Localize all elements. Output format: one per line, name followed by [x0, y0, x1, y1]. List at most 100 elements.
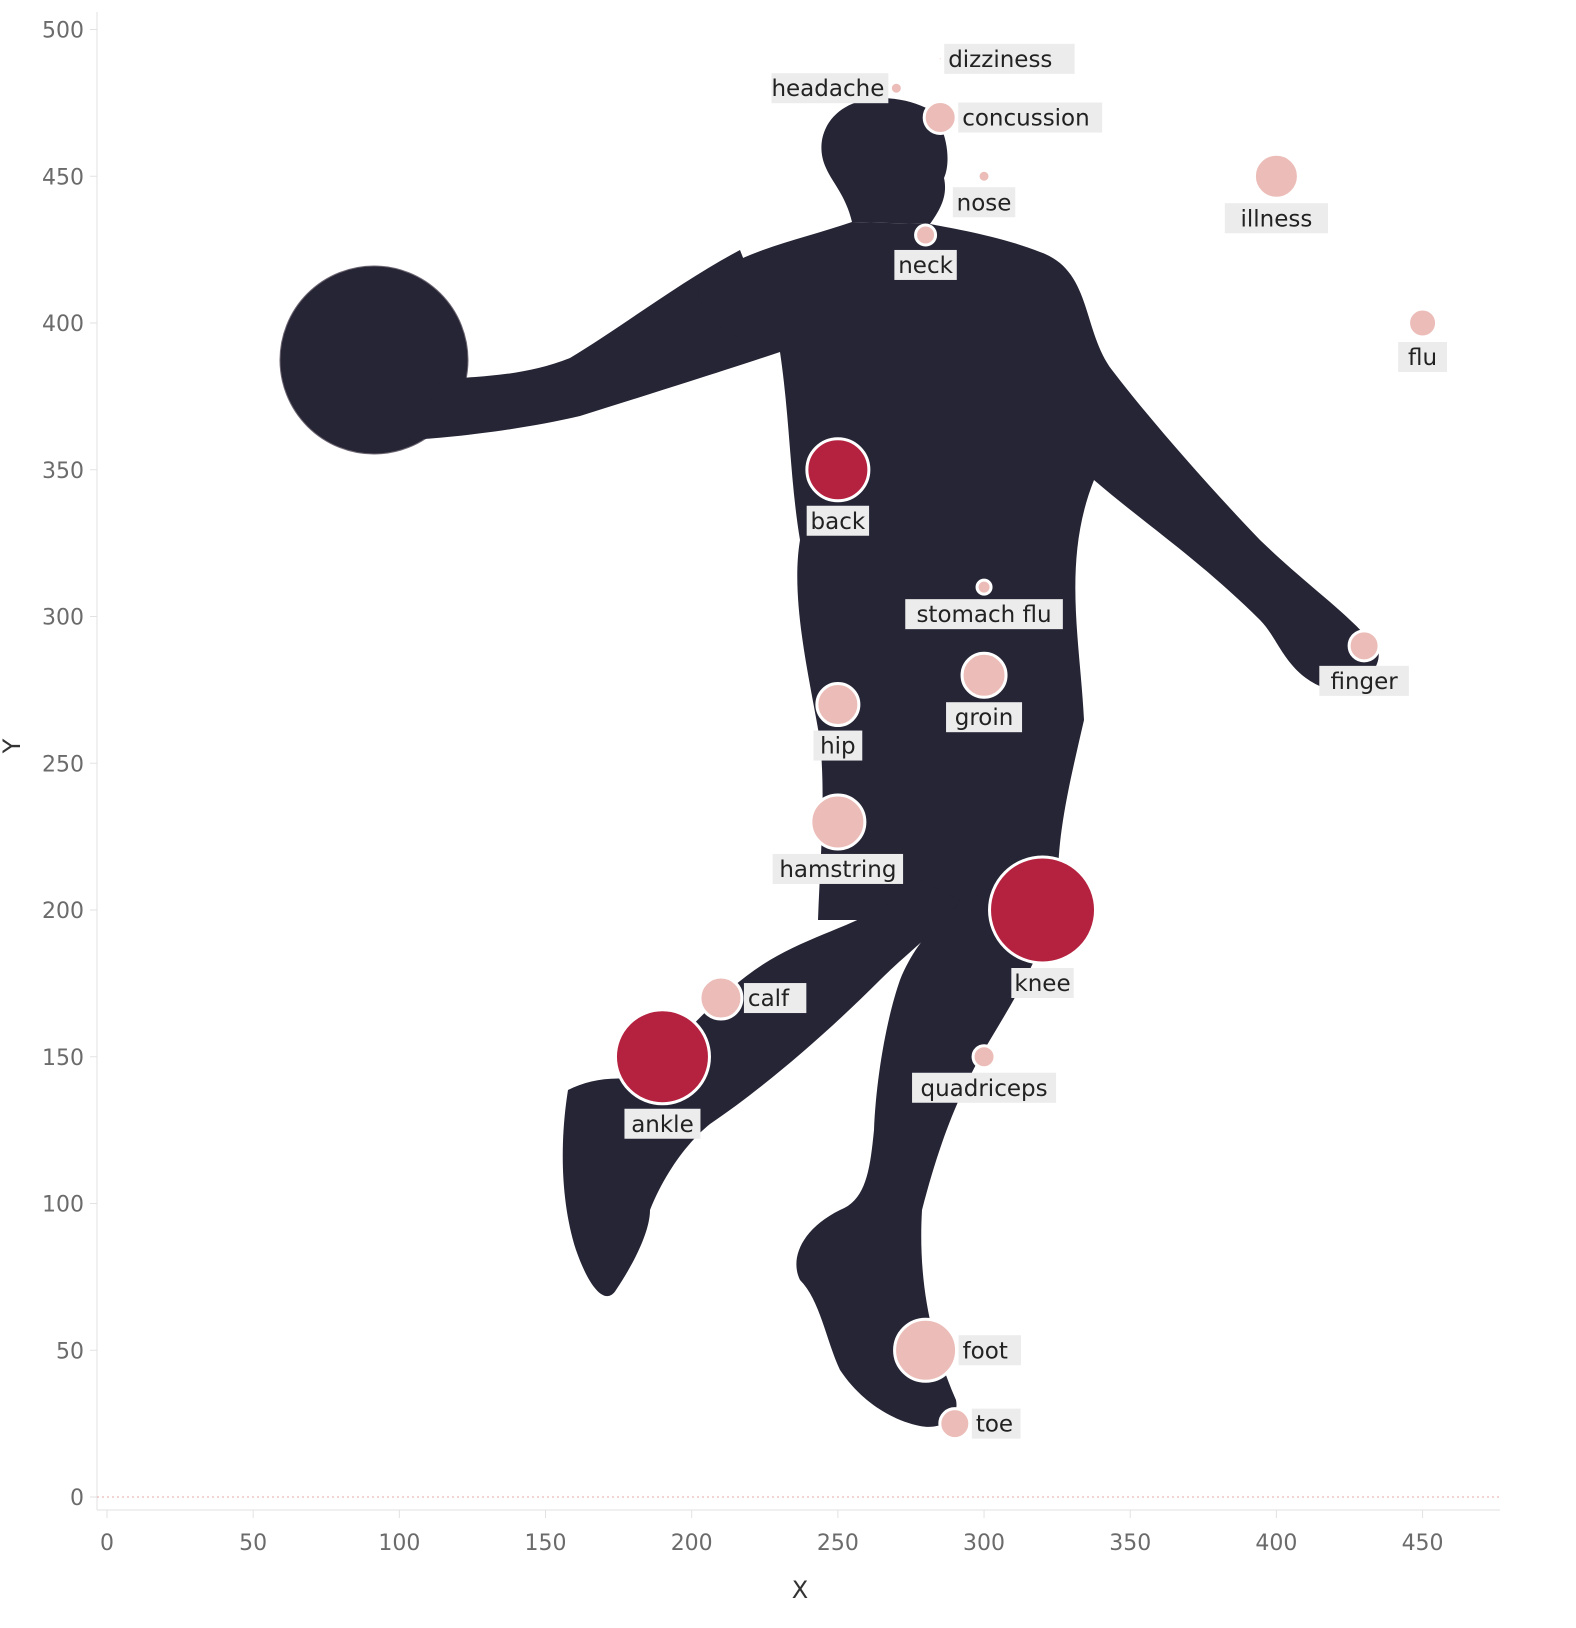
bubble-label-group: headache	[771, 73, 889, 104]
bubble-label: nose	[957, 190, 1012, 216]
x-tick-label: 300	[963, 1531, 1005, 1556]
x-axis-title: X	[792, 1576, 808, 1604]
bubble-label: knee	[1014, 971, 1070, 997]
x-tick-label: 400	[1255, 1531, 1297, 1556]
player-front-leg-shape	[796, 880, 1062, 1427]
player-head-shape	[821, 98, 948, 224]
bubble-label-group: toe	[971, 1408, 1021, 1439]
bubble-label-group: groin	[946, 702, 1023, 733]
bubble-label: concussion	[962, 106, 1090, 132]
y-tick-label: 400	[42, 312, 84, 337]
player-torso-shape	[698, 222, 1379, 920]
bubble-label: groin	[955, 705, 1014, 731]
x-tick-label: 200	[671, 1531, 713, 1556]
axes	[96, 12, 1500, 1511]
bubble-label-background	[905, 599, 1063, 630]
y-tick-label: 350	[42, 459, 84, 484]
bubble-label-background	[1224, 203, 1328, 234]
bubble-label: quadriceps	[920, 1076, 1047, 1102]
bubble-label-group: hamstring	[772, 853, 904, 884]
bubble-label-background	[958, 1335, 1021, 1366]
bubble-label: flu	[1408, 345, 1437, 371]
bubble-label-group: neck	[894, 249, 957, 280]
bubble-back[interactable]	[805, 437, 871, 503]
bubble-label: stomach flu	[916, 602, 1051, 628]
x-tick-label: 450	[1402, 1531, 1444, 1556]
bubble-label-group: finger	[1319, 665, 1409, 696]
bubble-label-background	[771, 73, 889, 104]
bubble-label-background	[1398, 342, 1447, 372]
bubble-calf[interactable]	[698, 975, 744, 1021]
basketball-ball-shape	[279, 265, 469, 455]
bubble-label-background	[772, 853, 904, 884]
bubble-hamstring[interactable]	[809, 793, 867, 851]
player-left-arm-shape	[408, 250, 780, 440]
bubble-label-group: foot	[958, 1335, 1021, 1366]
bubble-groin[interactable]	[960, 651, 1008, 699]
bubble-label: calf	[748, 986, 790, 1012]
bubble-label: headache	[771, 76, 884, 102]
bubble-quadriceps[interactable]	[971, 1044, 997, 1070]
bubble-label-group: back	[806, 505, 870, 536]
y-tick-label: 50	[56, 1339, 84, 1364]
bubble-labels: dizziness headache concussion nose illness ne…	[624, 43, 1447, 1439]
bubble-toe[interactable]	[938, 1407, 972, 1441]
bubble-label-group: flu	[1398, 342, 1447, 372]
bubble-label: neck	[898, 253, 953, 279]
basketball-player-silhouette	[279, 98, 1379, 1427]
bubble-label: hip	[820, 734, 856, 760]
bubble-label: dizziness	[948, 47, 1052, 73]
bubble-label-background	[806, 505, 870, 536]
bubble-label-background	[1319, 665, 1409, 696]
bubble-finger[interactable]	[1347, 629, 1381, 663]
bubble-label-group: calf	[743, 983, 807, 1014]
x-tick-label: 150	[525, 1531, 567, 1556]
bubble-label-background	[624, 1108, 701, 1139]
x-tick-label: 350	[1109, 1531, 1151, 1556]
x-tick-label: 250	[817, 1531, 859, 1556]
y-tick-label: 300	[42, 606, 84, 631]
bubble-label-group: stomach flu	[905, 599, 1063, 630]
bubble-label-background	[971, 1408, 1021, 1439]
bubble-label: finger	[1330, 669, 1398, 695]
bubble-knee[interactable]	[988, 855, 1098, 965]
player-back-leg-shape	[562, 880, 960, 1297]
bubble-label: illness	[1240, 206, 1312, 232]
bubble-label-background	[743, 983, 807, 1014]
bubble-marks	[613, 55, 1439, 1441]
y-tick-label: 150	[42, 1046, 84, 1071]
bubble-ankle[interactable]	[613, 1008, 711, 1106]
bubble-headache[interactable]	[888, 80, 904, 96]
bubble-illness[interactable]	[1252, 152, 1300, 200]
bubble-neck[interactable]	[914, 223, 938, 247]
bubble-label-background	[912, 1072, 1057, 1103]
bubble-label-background	[946, 702, 1023, 733]
x-tick-labels: 0 50 100 150 200 250 300 350 400 450	[100, 1510, 1444, 1556]
bubble-label-group: nose	[952, 187, 1016, 218]
bubble-flu[interactable]	[1407, 307, 1439, 339]
bubble-label-group: quadriceps	[912, 1072, 1057, 1103]
bubble-concussion[interactable]	[922, 100, 958, 136]
bubble-label-group: knee	[1011, 968, 1074, 998]
bubble-dizziness[interactable]	[936, 55, 944, 63]
x-tick-label: 50	[239, 1531, 267, 1556]
bubble-hip[interactable]	[815, 682, 861, 728]
bubble-label-background	[1011, 968, 1074, 998]
bubble-label: hamstring	[779, 857, 896, 883]
bubble-label: foot	[963, 1338, 1008, 1364]
bubble-foot[interactable]	[893, 1317, 959, 1383]
y-tick-label: 200	[42, 899, 84, 924]
bubble-label: ankle	[631, 1112, 694, 1138]
bubble-label: back	[811, 509, 866, 535]
bubble-label-background	[894, 249, 957, 280]
bubble-nose[interactable]	[976, 168, 992, 184]
bubble-label-background	[944, 43, 1075, 74]
y-tick-label: 500	[42, 19, 84, 44]
bubble-label-group: ankle	[624, 1108, 701, 1139]
x-tick-label: 0	[100, 1531, 114, 1556]
bubble-label-group: dizziness	[944, 43, 1075, 74]
y-tick-label: 250	[42, 752, 84, 777]
bubble-label-group: hip	[813, 730, 863, 761]
bubble-stomach-flu[interactable]	[975, 578, 993, 596]
